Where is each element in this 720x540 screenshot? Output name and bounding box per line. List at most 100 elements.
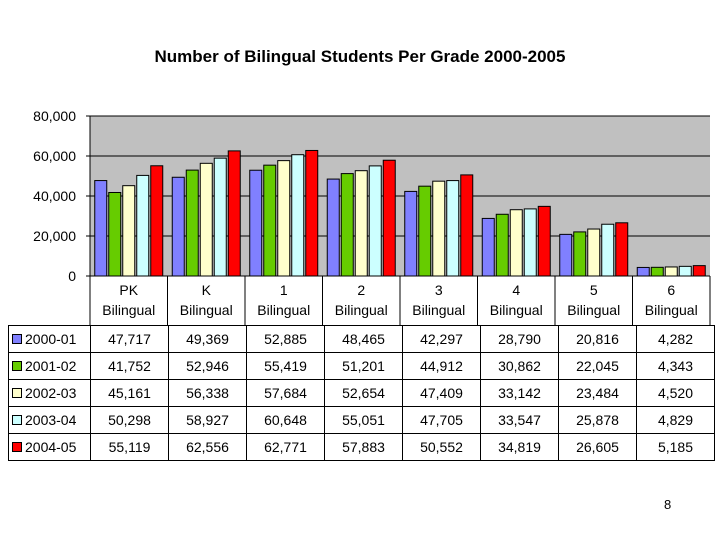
bar: [354, 170, 368, 277]
x-tick-label: Bilingual: [412, 302, 465, 318]
legend-swatch: [12, 415, 22, 426]
table-row: 2004-05 55,119 62,556 62,771 57,883 50,552 34,…: [8, 433, 715, 461]
legend-cell: 2004-05: [8, 433, 91, 461]
y-tick-label: 0: [68, 268, 76, 284]
bar: [523, 208, 537, 277]
bar: [136, 174, 150, 277]
x-tick-label: 6: [667, 282, 675, 298]
bar: [171, 176, 185, 277]
bar: [94, 180, 108, 277]
data-label: 47,409: [402, 379, 481, 407]
bar: [305, 149, 319, 277]
x-tick-label: Bilingual: [180, 302, 233, 318]
data-label: 30,862: [480, 352, 559, 380]
bar: [122, 185, 136, 277]
data-label: 49,369: [168, 325, 247, 353]
data-label: 52,946: [168, 352, 247, 380]
bar: [108, 191, 122, 277]
bar: [664, 266, 678, 277]
data-label: 55,051: [324, 406, 403, 434]
data-label: 34,819: [480, 433, 559, 461]
data-label: 4,829: [636, 406, 715, 434]
legend-cell: 2001-02: [8, 352, 91, 380]
data-label: 25,878: [558, 406, 637, 434]
y-tick-label: 20,000: [33, 228, 76, 244]
data-label: 20,816: [558, 325, 637, 353]
x-tick-label: 1: [280, 282, 288, 298]
bar: [432, 180, 446, 277]
data-label: 47,717: [90, 325, 169, 353]
data-label: 50,298: [90, 406, 169, 434]
bar: [326, 178, 340, 277]
data-label: 57,684: [246, 379, 325, 407]
data-label: 33,142: [480, 379, 559, 407]
x-tick-label: 4: [512, 282, 520, 298]
table-row: 2001-02 41,752 52,946 55,419 51,201 44,912 30,…: [8, 352, 715, 380]
data-label: 62,771: [246, 433, 325, 461]
bar: [277, 160, 291, 277]
chart-title: Number of Bilingual Students Per Grade 2…: [154, 47, 566, 66]
bar: [601, 223, 615, 277]
legend-swatch: [12, 334, 22, 345]
bar: [249, 169, 263, 277]
data-label: 41,752: [90, 352, 169, 380]
data-label: 55,119: [90, 433, 169, 461]
data-label: 60,648: [246, 406, 325, 434]
x-tick-label: Bilingual: [335, 302, 388, 318]
data-label: 23,484: [558, 379, 637, 407]
x-tick-label: Bilingual: [102, 302, 155, 318]
bar: [650, 266, 664, 277]
bar: [559, 233, 573, 277]
data-label: 62,556: [168, 433, 247, 461]
x-tick-label: K: [202, 282, 212, 298]
data-label: 26,605: [558, 433, 637, 461]
data-label: 22,045: [558, 352, 637, 380]
bar: [404, 190, 418, 277]
x-tick-label: 2: [357, 282, 365, 298]
data-label: 28,790: [480, 325, 559, 353]
data-label: 55,419: [246, 352, 325, 380]
series-name: 2004-05: [25, 439, 77, 455]
x-tick-label: Bilingual: [645, 302, 698, 318]
data-label: 57,883: [324, 433, 403, 461]
series-name: 2002-03: [25, 385, 77, 401]
bar: [587, 228, 601, 277]
bar: [692, 265, 706, 277]
bar: [263, 164, 277, 277]
data-label: 47,705: [402, 406, 481, 434]
series-name: 2000-01: [25, 331, 77, 347]
bar: [340, 173, 354, 277]
legend-cell: 2003-04: [8, 406, 91, 434]
bar: [481, 217, 495, 277]
data-label: 5,185: [636, 433, 715, 461]
series-name: 2001-02: [25, 358, 77, 374]
table-row: 2002-03 45,161 56,338 57,684 52,654 47,409 33,…: [8, 379, 715, 407]
data-label: 50,552: [402, 433, 481, 461]
bar: [615, 222, 629, 277]
bar: [213, 157, 227, 277]
bar: [446, 180, 460, 277]
bar: [495, 213, 509, 277]
table-row: 2003-04 50,298 58,927 60,648 55,051 47,705 33,…: [8, 406, 715, 434]
data-label: 56,338: [168, 379, 247, 407]
page-number: 8: [664, 497, 672, 512]
legend-swatch: [12, 361, 22, 372]
y-tick-label: 80,000: [33, 108, 76, 124]
x-tick-label: Bilingual: [490, 302, 543, 318]
bar: [460, 174, 474, 277]
bar: [573, 231, 587, 277]
data-label: 48,465: [324, 325, 403, 353]
x-tick-label: PK: [119, 282, 138, 298]
data-label: 42,297: [402, 325, 481, 353]
x-tick-label: Bilingual: [567, 302, 620, 318]
data-label: 45,161: [90, 379, 169, 407]
data-label: 51,201: [324, 352, 403, 380]
data-label: 52,885: [246, 325, 325, 353]
bar: [199, 162, 213, 277]
data-label: 52,654: [324, 379, 403, 407]
x-tick-label: 5: [590, 282, 598, 298]
data-label: 58,927: [168, 406, 247, 434]
bar: [509, 209, 523, 277]
data-table: 2000-01 47,717 49,369 52,885 48,465 42,297 28,…: [8, 325, 715, 461]
x-tick-label: 3: [435, 282, 443, 298]
